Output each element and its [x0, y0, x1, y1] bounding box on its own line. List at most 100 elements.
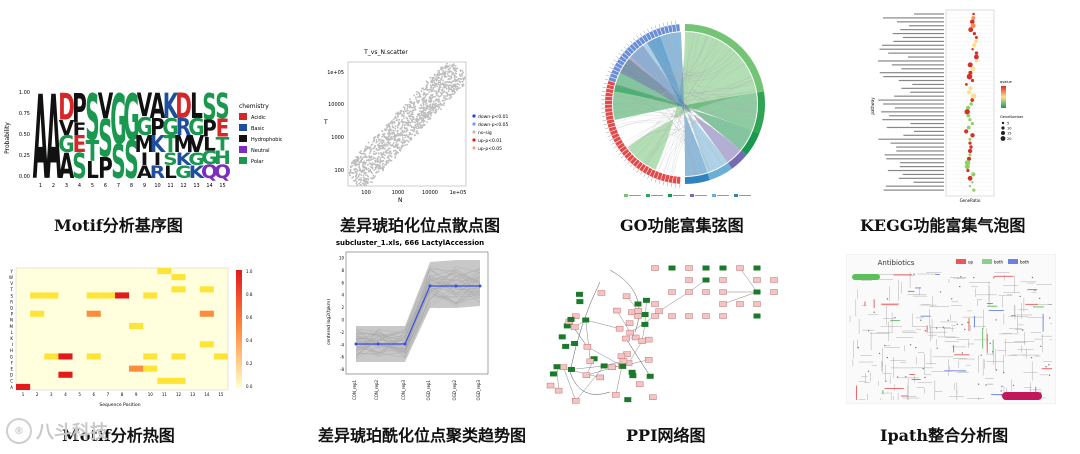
scatter-point: [406, 119, 409, 122]
cluster-ytick: -2: [340, 330, 344, 335]
ppi-node: [597, 290, 606, 296]
kegg-bubble: [971, 181, 974, 184]
motif-logo-xtick: 6: [104, 183, 107, 189]
heatmap-col-label: 1: [22, 392, 25, 397]
kegg-pathway-label: [900, 29, 944, 31]
scatter-point: [355, 168, 358, 171]
scatter-legend-label: no-sig: [478, 130, 492, 136]
heatmap-scale-label: 0.4: [246, 338, 253, 343]
heatmap-cell: [86, 310, 101, 317]
go-chord-link: [620, 70, 756, 96]
scatter-point: [403, 126, 406, 129]
scatter-point: [381, 146, 384, 148]
ipath-compound-node: [1034, 289, 1036, 291]
go-chord-link: [644, 41, 721, 164]
scatter-point: [408, 111, 411, 114]
motif-logo-letter: G: [188, 115, 204, 142]
go-chord-tick: [671, 21, 673, 26]
scatter-point: [458, 77, 460, 80]
kegg-bubble: [966, 168, 970, 173]
ipath-compound-node: [878, 352, 881, 355]
scatter-point: [437, 74, 440, 76]
scatter-point: [382, 141, 385, 143]
motif-logo-letter: S: [124, 132, 138, 191]
kegg-bubble: [971, 16, 976, 20]
cluster-xtick: CON_rep3: [401, 380, 406, 400]
scatter-point: [411, 118, 414, 121]
heatmap-col-label: 11: [162, 392, 168, 397]
scatter-point: [461, 70, 464, 72]
scatter-point: [410, 113, 413, 116]
scatter-point: [414, 134, 416, 137]
scatter-point: [448, 97, 451, 100]
kegg-bubble: [966, 125, 971, 130]
scatter-point: [381, 136, 384, 138]
scatter-point: [371, 177, 374, 180]
kegg-xlabel: GeneRatio: [960, 198, 981, 203]
scatter-point: [357, 159, 360, 161]
go-chord-gene-block: [608, 76, 617, 83]
scatter-point: [397, 152, 399, 154]
go-chord-gene-block: [652, 29, 659, 38]
scatter-point: [363, 150, 366, 153]
scatter-point: [388, 128, 391, 130]
scatter-point: [364, 152, 366, 155]
scatter-point: [381, 142, 384, 145]
scatter-point: [405, 134, 408, 137]
scatter-point: [412, 116, 414, 119]
scatter-point: [358, 182, 361, 185]
scatter-point: [401, 134, 404, 137]
ppi-node: [702, 277, 710, 283]
go-chord-tick: [626, 161, 630, 165]
scatter-point: [405, 139, 408, 142]
ipath-background: [845, 253, 1057, 405]
scatter-point: [367, 141, 370, 144]
scatter-point: [367, 159, 370, 162]
kegg-pathway-label: [890, 142, 944, 144]
scatter-point: [407, 124, 410, 127]
scatter-point: [439, 86, 442, 89]
watermark-logo-icon: ®: [6, 418, 32, 444]
go-chord-gene-block: [676, 176, 681, 184]
kegg-bubble: [970, 98, 974, 102]
scatter-point: [388, 124, 391, 127]
scatter-point: [355, 178, 357, 181]
scatter-point: [440, 77, 443, 80]
ppi-node: [590, 356, 598, 362]
kegg-pathway-label: [879, 72, 944, 74]
scatter-point: [437, 105, 440, 108]
scatter-point: [445, 95, 447, 98]
motif-logo-letter: G: [201, 147, 217, 169]
go-chord-gene-block: [660, 26, 666, 35]
scatter-point: [387, 141, 390, 144]
go-chord-tick: [611, 142, 615, 145]
kegg-pathway-label: [891, 64, 944, 66]
scatter-point: [426, 107, 428, 110]
ipath-compound-node: [995, 319, 997, 321]
kegg-pathway-label: [910, 91, 944, 93]
go-chord-legend-label: [739, 195, 751, 196]
ipath-compound-node: [935, 327, 938, 329]
scatter-point: [377, 136, 380, 139]
scatter-point: [362, 162, 365, 164]
motif-logo-letter: M: [174, 132, 194, 159]
go-chord-gene-block: [649, 31, 656, 39]
scatter-point: [447, 93, 449, 96]
motif-logo-chart: Probability 1.00 0.75 0.50 0.25 0.00 AAD…: [4, 74, 283, 206]
ppi-node: [719, 289, 727, 295]
ppi-node: [586, 358, 595, 365]
scatter-xtick: 1e+05: [450, 190, 467, 196]
scatter-point: [394, 156, 397, 158]
heatmap-scale-bar: [236, 270, 242, 388]
scatter-point: [425, 98, 428, 101]
scatter-point: [416, 127, 418, 130]
go-chord-tick: [620, 49, 625, 53]
scatter-point: [375, 147, 378, 150]
go-chord-tick: [620, 155, 625, 159]
scatter-point: [415, 132, 418, 134]
kegg-pathway-label: [913, 13, 944, 15]
heatmap-row-label: Q: [10, 305, 13, 310]
scatter-point: [385, 137, 387, 140]
scatter-point: [444, 72, 447, 75]
ipath-compound-node: [936, 347, 938, 349]
